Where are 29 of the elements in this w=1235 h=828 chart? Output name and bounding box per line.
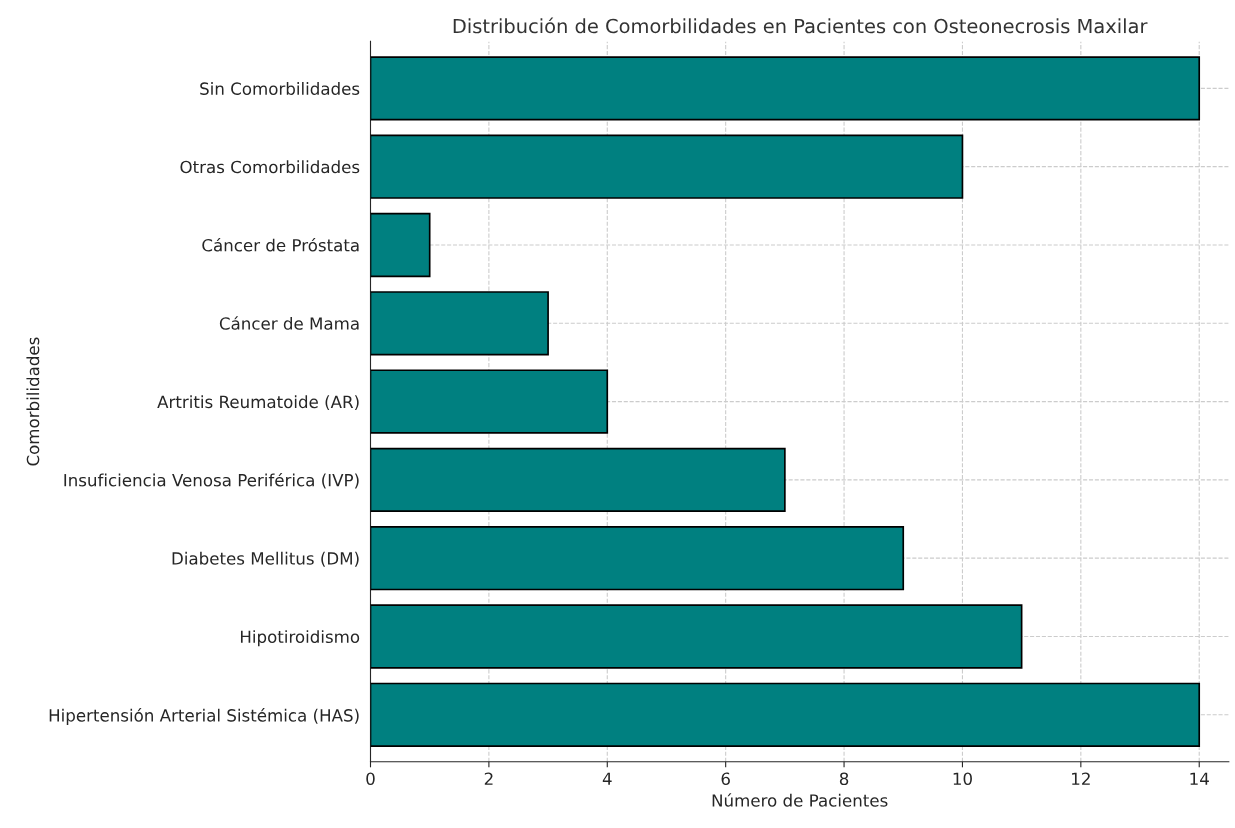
x-axis-title: Número de Pacientes — [712, 793, 888, 807]
bar — [370, 56, 1201, 121]
bar — [370, 447, 786, 513]
chart-title: Distribución de Comorbilidades en Pacientes con Osteonecrosis Maxilar — [453, 17, 1148, 34]
x-tick-label: 12 — [1072, 772, 1090, 785]
x-tick-label: 8 — [839, 772, 849, 786]
bar — [370, 369, 609, 434]
x-tick-label: 4 — [602, 772, 612, 785]
y-tick-label: Sin Comorbilidades — [200, 82, 360, 95]
y-tick-label: Cáncer de Mama — [219, 316, 359, 330]
x-tick-label: 10 — [953, 772, 972, 786]
x-tick-label: 14 — [1190, 772, 1209, 785]
bar — [370, 682, 1201, 747]
bar — [370, 526, 905, 591]
x-tick-label: 6 — [721, 772, 730, 786]
y-tick-label: Hipotiroidismo — [240, 630, 360, 647]
x-tick-label: 0 — [366, 772, 375, 786]
y-axis-title: Comorbilidades — [26, 337, 40, 466]
bar — [370, 604, 1023, 669]
y-tick-label: Hipertensión Arterial Sistémica (HAS) — [49, 708, 359, 725]
y-tick-label: Diabetes Mellitus (DM) — [172, 551, 359, 567]
bar — [370, 291, 549, 356]
x-tick-label: 2 — [484, 772, 493, 785]
y-tick-label: Insuficiencia Venosa Periférica (IVP) — [64, 472, 359, 489]
bar — [370, 212, 431, 278]
y-tick-label: Otras Comorbilidades — [180, 160, 360, 174]
y-tick-label: Artritis Reumatoide (AR) — [157, 395, 359, 411]
bar — [370, 134, 964, 199]
y-tick-label: Cáncer de Próstata — [202, 237, 359, 252]
